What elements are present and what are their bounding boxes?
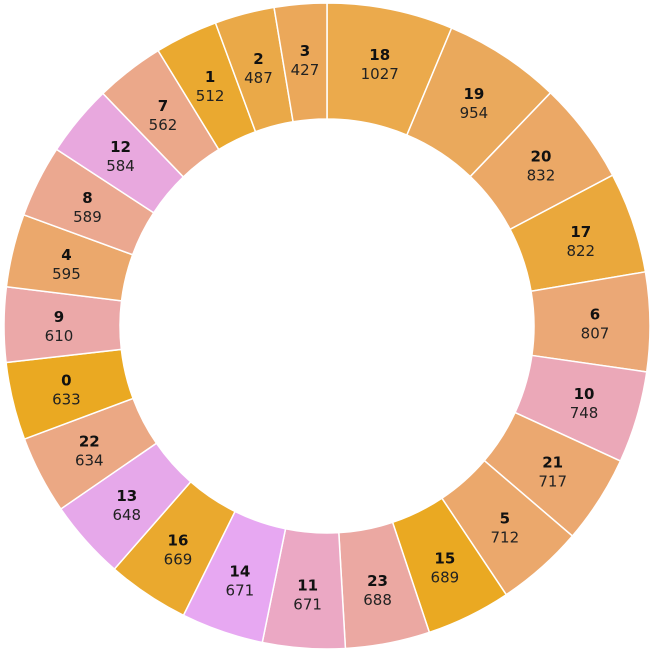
slice-value-21: 717 [538,473,567,491]
slice-label-18: 18 [369,46,390,64]
slice-label-10: 10 [574,385,595,403]
slice-label-7: 7 [158,97,168,115]
slice-value-22: 634 [75,452,104,470]
slice-3 [273,2,328,123]
slice-value-19: 954 [460,104,489,122]
labels-group: 1810271995420832178226807107482171757121… [45,42,610,613]
slice-value-12: 584 [106,157,135,175]
slice-label-3: 3 [300,42,310,60]
slice-label-20: 20 [531,148,552,166]
slice-value-4: 595 [52,265,81,283]
slice-label-16: 16 [168,532,189,550]
slice-value-17: 822 [566,242,595,260]
slice-label-12: 12 [110,138,131,156]
slice-label-2: 2 [253,50,263,68]
slice-value-5: 712 [491,528,520,546]
slice-value-3: 427 [291,61,320,79]
slice-value-8: 589 [73,208,102,226]
slice-label-13: 13 [116,487,137,505]
slice-value-11: 671 [293,595,322,613]
slice-value-20: 832 [527,167,556,185]
slice-label-23: 23 [367,572,388,590]
slice-value-23: 688 [363,591,392,609]
slice-label-17: 17 [570,223,591,241]
slice-value-18: 1027 [361,65,399,83]
slice-value-2: 487 [244,69,273,87]
slice-value-16: 669 [164,551,193,569]
slice-label-15: 15 [434,550,455,568]
slice-value-13: 648 [112,506,141,524]
slices-group [3,2,651,650]
slice-value-15: 689 [431,569,460,587]
slice-label-0: 0 [61,372,71,390]
slice-label-11: 11 [297,576,318,594]
slice-value-0: 633 [52,391,81,409]
slice-value-10: 748 [570,404,599,422]
slice-label-6: 6 [590,306,600,324]
slice-label-9: 9 [54,308,64,326]
slice-label-5: 5 [500,509,510,527]
slice-label-22: 22 [79,433,100,451]
slice-value-14: 671 [226,581,255,599]
slice-label-1: 1 [205,68,215,86]
slice-value-6: 807 [581,325,610,343]
slice-value-1: 512 [196,87,225,105]
slice-label-21: 21 [542,454,563,472]
slice-label-4: 4 [61,246,71,264]
slice-label-19: 19 [463,85,484,103]
slice-value-9: 610 [45,327,74,345]
slice-label-14: 14 [229,562,250,580]
slice-value-7: 562 [149,116,178,134]
slice-label-8: 8 [82,189,92,207]
